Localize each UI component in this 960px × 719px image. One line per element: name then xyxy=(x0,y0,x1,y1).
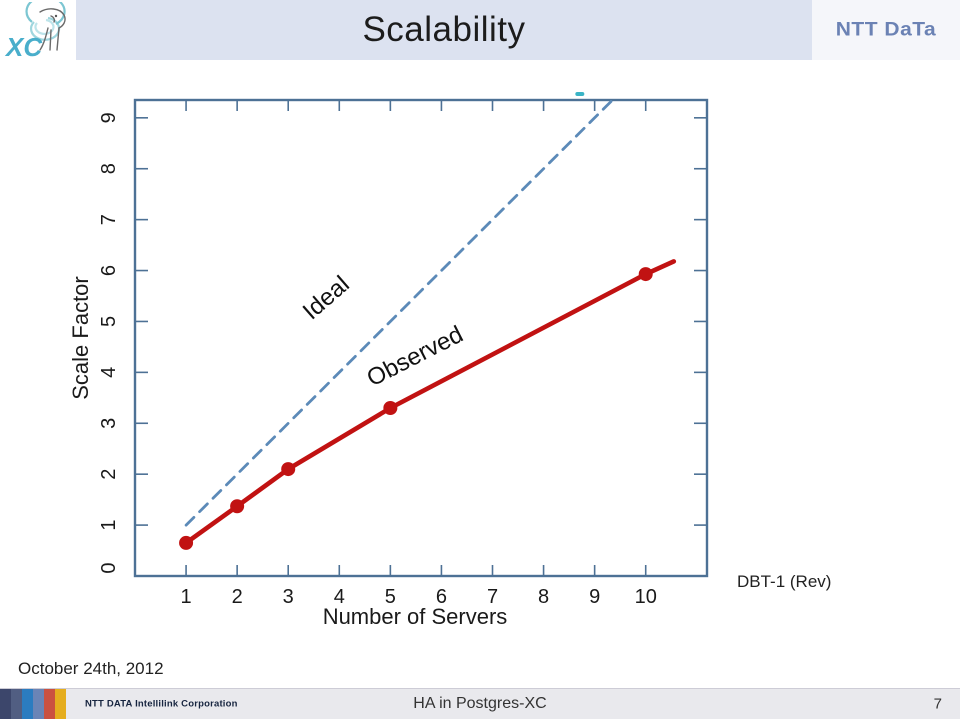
y-axis-title: Scale Factor xyxy=(68,276,93,400)
footer-title: HA in Postgres-XC xyxy=(413,695,547,712)
ntt-data-logo-box: NTT DaTa xyxy=(812,0,960,60)
y-tick-label: 0 xyxy=(98,562,120,573)
cyan-dash-artifact xyxy=(575,92,585,96)
x-tick-label: 5 xyxy=(385,586,396,608)
header: XC Scalability NTT DaTa xyxy=(0,0,960,62)
x-tick-label: 7 xyxy=(487,586,498,608)
ideal-series-label: Ideal xyxy=(298,271,355,326)
footer-bar xyxy=(22,689,33,719)
xc-logo-text: XC xyxy=(4,32,43,60)
observed-data-point xyxy=(638,267,653,282)
footer-color-bars xyxy=(0,689,66,719)
observed-data-point xyxy=(179,535,194,550)
observed-data-point xyxy=(383,401,398,415)
footer-bar xyxy=(55,689,66,719)
x-tick-label: 2 xyxy=(232,586,243,608)
observed-data-point xyxy=(230,499,245,514)
y-tick-label: 6 xyxy=(98,265,120,276)
x-tick-label: 3 xyxy=(283,586,294,608)
scalability-chart: 1 2 3 4 5 6 7 8 9 10 0 1 2 3 4 5 6 7 8 9 Number of Servers Sc… xyxy=(68,92,709,629)
x-tick-label: 10 xyxy=(635,586,657,608)
x-axis-title: Number of Servers xyxy=(323,604,508,629)
y-tick-label: 8 xyxy=(98,163,120,174)
x-tick-label: 9 xyxy=(589,586,600,608)
y-tick-label: 4 xyxy=(98,367,120,378)
y-tick-label: 5 xyxy=(98,316,120,327)
ideal-line xyxy=(184,99,613,527)
benchmark-note: DBT-1 (Rev) xyxy=(737,572,832,591)
footer-company: NTT DATA Intellilink Corporation xyxy=(85,698,238,710)
y-tick-label: 9 xyxy=(98,112,120,123)
x-tick-label: 6 xyxy=(436,586,447,608)
slide-title: Scalability xyxy=(362,10,526,49)
footer-bar xyxy=(33,689,44,719)
footer: NTT DATA Intellilink Corporation HA in P… xyxy=(0,688,960,719)
postgres-xc-logo: XC xyxy=(0,0,76,62)
observed-line xyxy=(183,259,677,546)
header-band: Scalability xyxy=(76,0,812,60)
footer-bar xyxy=(0,689,11,719)
page-number: 7 xyxy=(933,695,942,713)
chart-area: 1 2 3 4 5 6 7 8 9 10 0 1 2 3 4 5 6 7 8 9 Number of Servers Sc… xyxy=(60,85,740,645)
x-tick-label: 8 xyxy=(538,586,549,608)
ntt-data-logo: NTT DaTa xyxy=(835,18,937,41)
y-tick-label: 1 xyxy=(98,520,120,531)
y-tick-label: 7 xyxy=(98,214,120,225)
x-tick-label: 4 xyxy=(334,586,345,608)
footer-bar xyxy=(11,689,22,719)
elephant-logo-icon: XC xyxy=(4,2,66,60)
y-tick-label: 3 xyxy=(98,418,120,429)
date-text: October 24th, 2012 xyxy=(18,659,164,678)
plot-border xyxy=(133,98,709,578)
x-tick-label: 1 xyxy=(181,586,192,608)
y-tick-label: 2 xyxy=(98,469,120,480)
footer-bar xyxy=(44,689,55,719)
observed-data-point xyxy=(281,462,296,477)
